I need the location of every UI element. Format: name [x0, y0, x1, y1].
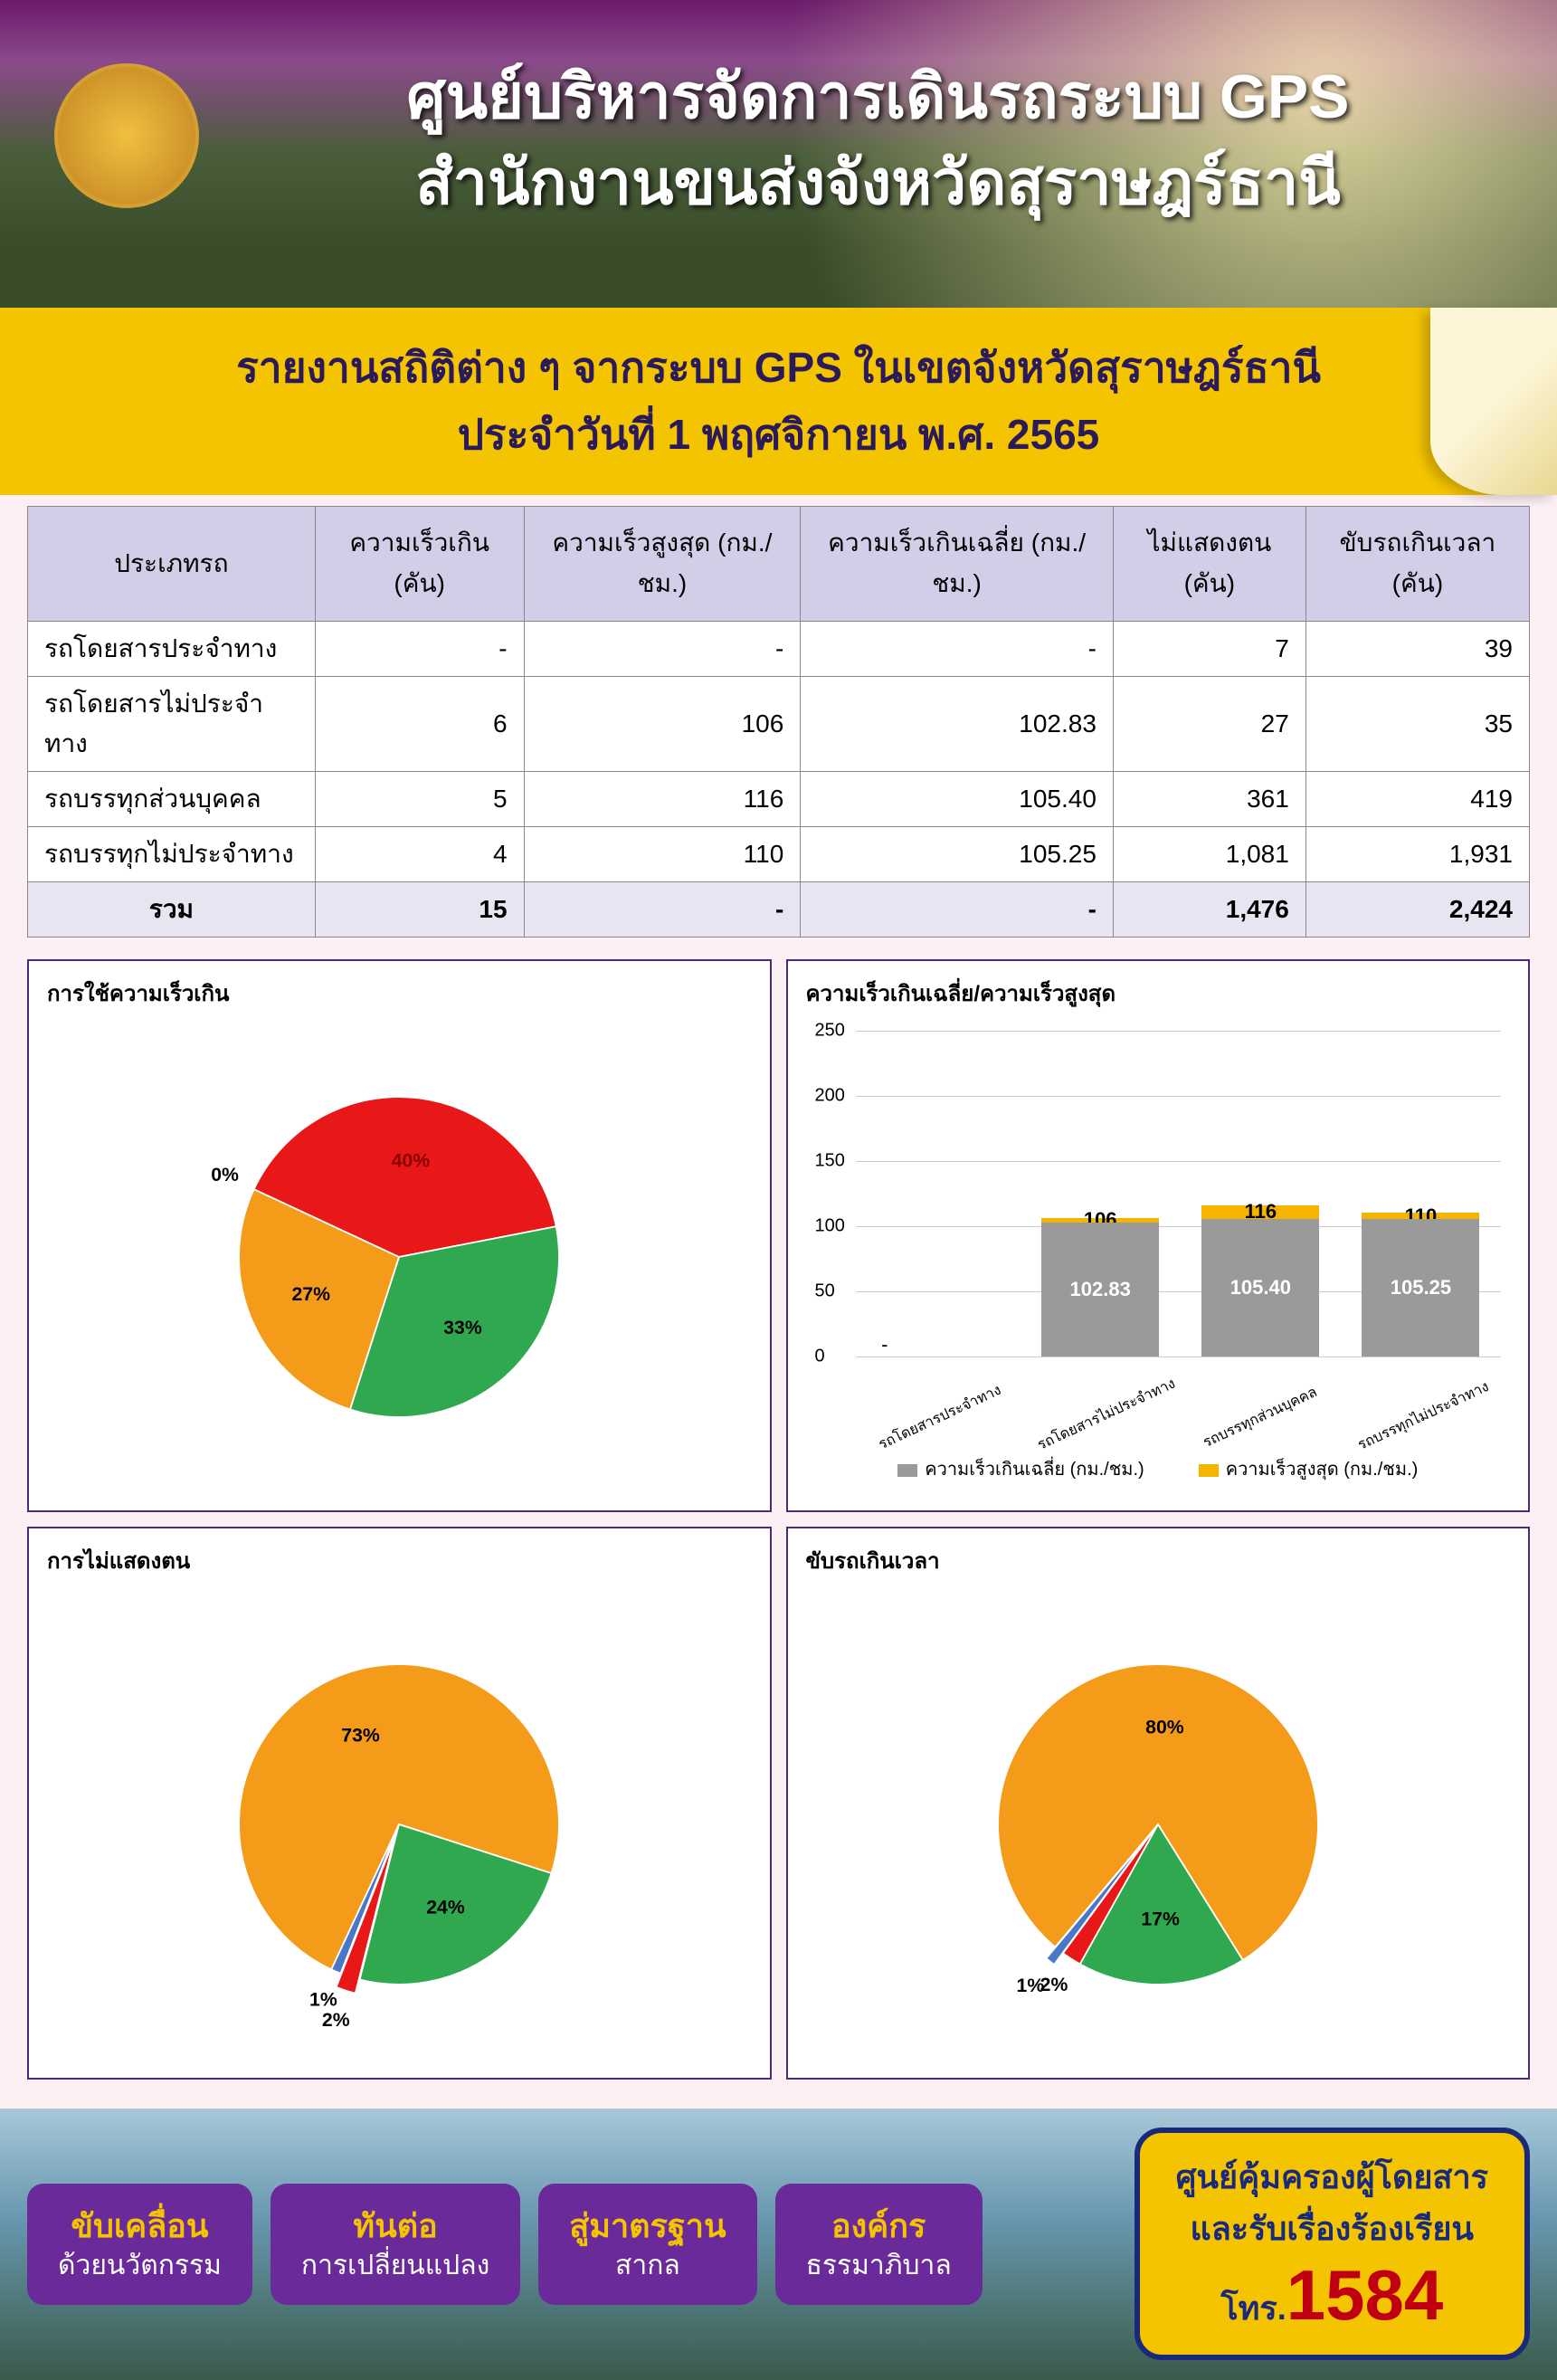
table-header: ความเร็วสูงสุด (กม./ชม.) — [524, 507, 801, 622]
footer-pill: ทันต่อการเปลี่ยนแปลง — [271, 2184, 520, 2305]
hero-banner: ศูนย์บริหารจัดการเดินรถระบบ GPS สำนักงาน… — [0, 0, 1557, 308]
ribbon-line2: ประจำวันที่ 1 พฤศจิกายน พ.ศ. 2565 — [54, 402, 1503, 469]
hero-title-line1: ศูนย์บริหารจัดการเดินรถระบบ GPS — [235, 54, 1521, 140]
legend-item: ความเร็วเกินเฉลี่ย (กม./ชม.) — [897, 1454, 1144, 1483]
pie-label: 1% — [309, 1990, 337, 2011]
y-tick-label: 200 — [815, 1085, 845, 1106]
footer-pill: สู่มาตรฐานสากล — [538, 2184, 756, 2305]
pie-label: 2% — [322, 2010, 350, 2031]
bar-empty: - — [881, 1333, 999, 1357]
hotline-box: ศูนย์คุ้มครองผู้โดยสาร และรับเรื่องร้องเ… — [1135, 2128, 1530, 2360]
x-tick-label: รถบรรทุกส่วนบุคคล — [1194, 1378, 1327, 1456]
hotline-line1: ศูนย์คุ้มครองผู้โดยสาร — [1176, 2151, 1488, 2203]
y-tick-label: 150 — [815, 1150, 845, 1171]
hero-title: ศูนย์บริหารจัดการเดินรถระบบ GPS สำนักงาน… — [235, 54, 1521, 226]
y-tick-label: 0 — [815, 1346, 825, 1366]
table-header: ขับรถเกินเวลา (คัน) — [1305, 507, 1529, 622]
pie-label: 0% — [211, 1165, 239, 1185]
table-header: ไม่แสดงตน (คัน) — [1113, 507, 1305, 622]
ribbon-line1: รายงานสถิติต่าง ๆ จากระบบ GPS ในเขตจังหว… — [54, 335, 1503, 402]
pie-label: 40% — [392, 1150, 431, 1171]
hero-title-line2: สำนักงานขนส่งจังหวัดสุราษฎร์ธานี — [235, 140, 1521, 226]
table-header: ประเภทรถ — [28, 507, 316, 622]
pie-label: 80% — [1145, 1717, 1184, 1737]
table-row: รถโดยสารไม่ประจำทาง6106102.832735 — [28, 676, 1530, 771]
pie-label: 27% — [292, 1284, 331, 1305]
footer-pill: ขับเคลื่อนด้วยนวัตกรรม — [27, 2184, 252, 2305]
pie-label: 17% — [1141, 1909, 1180, 1930]
chart-noshow-pie: การไม่แสดงตน 73% 24% 2%1% — [27, 1527, 772, 2080]
bar-value-avg: 105.25 — [1391, 1276, 1451, 1299]
table-header: ความเร็วเกิน (คัน) — [315, 507, 524, 622]
chart-overtime-pie: ขับรถเกินเวลา 80% 17% 2%1% — [786, 1527, 1531, 2080]
chart-title: ขับรถเกินเวลา — [806, 1543, 1511, 1578]
x-tick-label: รถโดยสารไม่ประจำทาง — [1034, 1378, 1167, 1456]
chart-title: ความเร็วเกินเฉลี่ย/ความเร็วสูงสุด — [806, 976, 1511, 1011]
bar-value-avg: 102.83 — [1070, 1278, 1131, 1301]
pie-label: 33% — [443, 1318, 482, 1338]
y-tick-label: 50 — [815, 1280, 835, 1301]
chart-title: การใช้ความเร็วเกิน — [47, 976, 752, 1011]
logo — [54, 63, 199, 208]
pie-label: 1% — [1016, 1975, 1044, 1996]
pie-label: 24% — [426, 1897, 465, 1918]
hotline-number: โทร.1584 — [1176, 2254, 1488, 2337]
legend-item: ความเร็วสูงสุด (กม./ชม.) — [1199, 1454, 1419, 1483]
y-tick-label: 250 — [815, 1020, 845, 1041]
table-row: รถบรรทุกไม่ประจำทาง4110105.251,0811,931 — [28, 826, 1530, 881]
footer: ขับเคลื่อนด้วยนวัตกรรมทันต่อการเปลี่ยนแป… — [0, 2109, 1557, 2380]
chart-title: การไม่แสดงตน — [47, 1543, 752, 1578]
pie-label: 73% — [342, 1725, 381, 1746]
table-row: รถบรรทุกส่วนบุคคล5116105.40361419 — [28, 771, 1530, 826]
chart-speed-bar: ความเร็วเกินเฉลี่ย/ความเร็วสูงสุด 0 50 100… — [786, 959, 1531, 1512]
x-tick-label: รถบรรทุกไม่ประจำทาง — [1354, 1378, 1487, 1456]
table-header: ความเร็วเกินเฉลี่ย (กม./ชม.) — [801, 507, 1114, 622]
pie-label: 2% — [1040, 1975, 1068, 1995]
footer-pill: องค์กรธรรมาภิบาล — [775, 2184, 983, 2305]
chart-speed-pie: การใช้ความเร็วเกิน 40% 33% 27% 0% — [27, 959, 772, 1512]
bar-value-avg: 105.40 — [1230, 1276, 1291, 1299]
stats-table: ประเภทรถความเร็วเกิน (คัน)ความเร็วสูงสุด… — [27, 506, 1530, 938]
subtitle-ribbon: รายงานสถิติต่าง ๆ จากระบบ GPS ในเขตจังหว… — [0, 308, 1557, 495]
y-tick-label: 100 — [815, 1215, 845, 1236]
table-total-row: รวม15--1,4762,424 — [28, 881, 1530, 937]
hotline-line2: และรับเรื่องร้องเรียน — [1176, 2203, 1488, 2254]
table-row: รถโดยสารประจำทาง---739 — [28, 621, 1530, 676]
x-tick-label: รถโดยสารประจำทาง — [874, 1378, 1007, 1456]
